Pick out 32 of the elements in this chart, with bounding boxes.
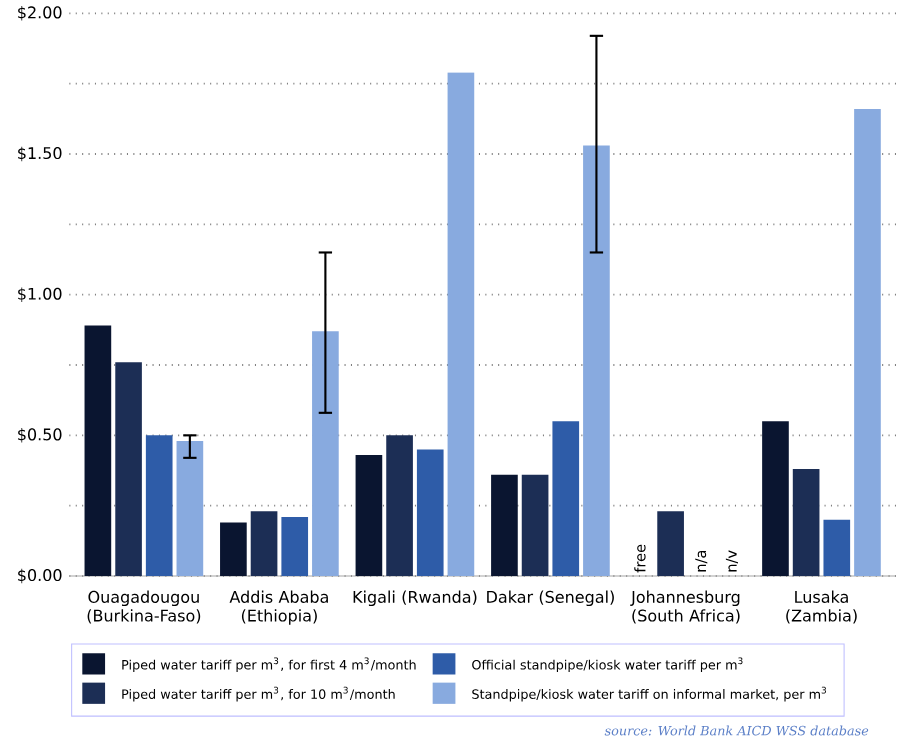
x-tick-label: Kigali (Rwanda) (353, 590, 477, 607)
bar (823, 519, 851, 576)
x-tick-label: Lusaka (Zambia) (786, 590, 857, 624)
bar (854, 108, 881, 576)
bar (491, 474, 518, 576)
y-tick-label: $1.50 (18, 146, 62, 162)
y-tick-label: $0.50 (18, 428, 62, 443)
bar (657, 511, 684, 576)
bar (792, 469, 820, 576)
bar (521, 474, 549, 576)
bar (250, 511, 278, 576)
bar (552, 421, 580, 576)
bar (115, 362, 142, 576)
x-tick-label: Ouagadougou (Burkina-Faso) (87, 590, 201, 624)
x-tick-label: Johannesburg (South Africa) (630, 590, 740, 624)
bar (762, 421, 789, 576)
bar (176, 440, 204, 576)
y-tick-label: $0.00 (18, 568, 62, 584)
y-tick-label: $2.00 (18, 6, 62, 21)
bar (145, 435, 173, 576)
bar (84, 325, 112, 576)
bar (583, 145, 610, 576)
bar (355, 455, 383, 576)
bar (220, 522, 247, 576)
bar (312, 331, 339, 576)
x-tick-label: Addis Ababa (Ethiopia) (229, 590, 328, 625)
bar (416, 449, 444, 576)
bar (447, 72, 475, 576)
bar (386, 435, 413, 576)
y-tick-label: $1.00 (18, 287, 62, 302)
bar (281, 516, 309, 576)
x-tick-label: Dakar (Senegal) (487, 590, 614, 607)
